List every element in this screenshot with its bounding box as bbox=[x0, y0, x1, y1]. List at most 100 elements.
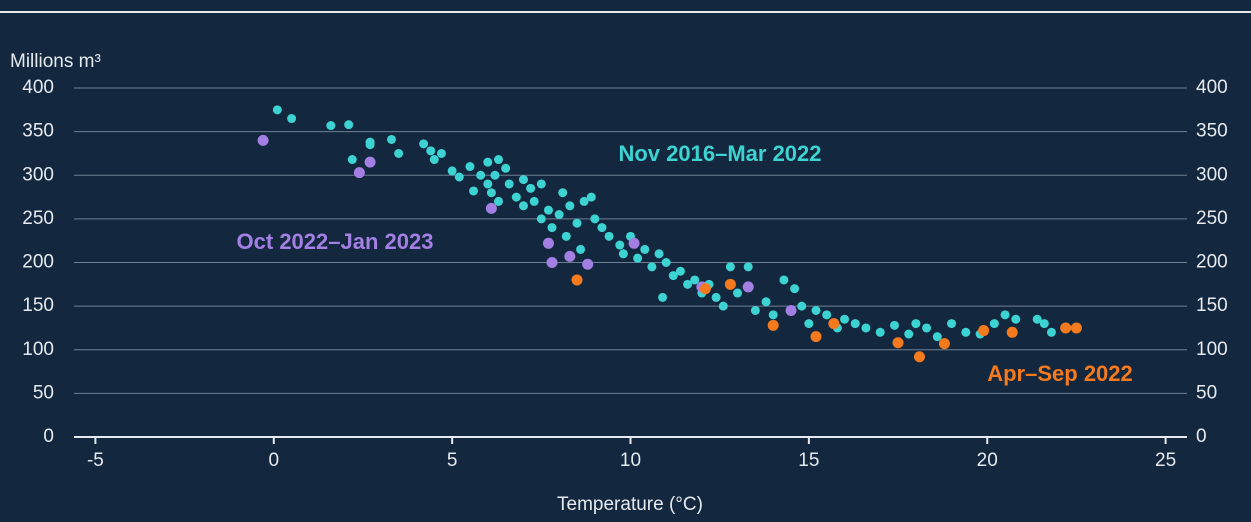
point bbox=[1011, 314, 1021, 324]
point bbox=[353, 167, 365, 179]
point bbox=[494, 155, 504, 165]
x-tick-label: 10 bbox=[620, 450, 641, 471]
point bbox=[690, 275, 700, 285]
point bbox=[257, 134, 269, 146]
point bbox=[892, 337, 904, 349]
point bbox=[394, 148, 404, 158]
y-tick-label: 100 bbox=[22, 339, 54, 360]
point bbox=[1060, 322, 1072, 334]
point bbox=[576, 244, 586, 254]
point bbox=[1039, 319, 1049, 329]
point bbox=[850, 319, 860, 329]
point bbox=[750, 305, 760, 315]
point bbox=[543, 205, 553, 215]
point bbox=[572, 218, 582, 228]
x-tick-label: 5 bbox=[447, 450, 458, 471]
point bbox=[633, 253, 643, 263]
y2-tick-label: 250 bbox=[1196, 208, 1228, 229]
point bbox=[554, 210, 564, 220]
point bbox=[675, 266, 685, 276]
point bbox=[779, 275, 789, 285]
point bbox=[904, 329, 914, 339]
point bbox=[828, 318, 840, 330]
y2-tick-label: 200 bbox=[1196, 252, 1228, 273]
point bbox=[476, 170, 486, 180]
point bbox=[932, 332, 942, 342]
point bbox=[961, 327, 971, 337]
point bbox=[1006, 326, 1018, 338]
point bbox=[504, 179, 514, 189]
y-tick-label: 150 bbox=[22, 295, 54, 316]
point bbox=[579, 196, 589, 206]
point bbox=[490, 170, 500, 180]
point bbox=[761, 297, 771, 307]
series-label: Oct 2022–Jan 2023 bbox=[237, 229, 434, 254]
point bbox=[718, 301, 728, 311]
point bbox=[486, 188, 496, 198]
point bbox=[725, 262, 735, 272]
point bbox=[597, 223, 607, 233]
y-axis-title: Millions m³ bbox=[10, 51, 101, 72]
point bbox=[989, 319, 999, 329]
point bbox=[647, 262, 657, 272]
y-tick-label: 200 bbox=[22, 252, 54, 273]
point bbox=[571, 274, 583, 286]
point bbox=[590, 214, 600, 224]
point bbox=[386, 134, 396, 144]
point bbox=[767, 319, 779, 331]
point bbox=[733, 288, 743, 298]
point bbox=[436, 148, 446, 158]
point bbox=[947, 319, 957, 329]
point bbox=[511, 192, 521, 202]
point bbox=[501, 163, 511, 173]
point bbox=[618, 249, 628, 259]
x-tick-label: 25 bbox=[1155, 450, 1176, 471]
y-tick-label: 300 bbox=[22, 164, 54, 185]
point bbox=[699, 283, 711, 295]
point bbox=[494, 196, 504, 206]
point bbox=[429, 155, 439, 165]
point bbox=[536, 214, 546, 224]
point bbox=[558, 188, 568, 198]
point bbox=[485, 202, 497, 214]
point bbox=[861, 323, 871, 333]
point bbox=[586, 192, 596, 202]
point bbox=[889, 320, 899, 330]
y-tick-label: 50 bbox=[33, 382, 54, 403]
point bbox=[347, 155, 357, 165]
point bbox=[344, 120, 354, 130]
y2-tick-label: 400 bbox=[1196, 77, 1228, 98]
point bbox=[804, 319, 814, 329]
point bbox=[483, 157, 493, 167]
point bbox=[822, 310, 832, 320]
x-tick-label: 15 bbox=[798, 450, 819, 471]
point bbox=[564, 250, 576, 262]
point bbox=[785, 304, 797, 316]
y2-tick-label: 350 bbox=[1196, 121, 1228, 142]
y-tick-label: 350 bbox=[22, 121, 54, 142]
point bbox=[661, 258, 671, 267]
series-label: Apr–Sep 2022 bbox=[987, 361, 1133, 386]
point bbox=[546, 257, 558, 268]
point bbox=[743, 262, 753, 272]
point bbox=[526, 183, 536, 193]
point bbox=[668, 271, 678, 281]
point bbox=[797, 301, 807, 311]
point bbox=[724, 278, 736, 290]
point bbox=[561, 231, 571, 241]
y-tick-label: 0 bbox=[43, 426, 54, 447]
point bbox=[469, 186, 479, 196]
y2-tick-label: 150 bbox=[1196, 295, 1228, 316]
y2-tick-label: 300 bbox=[1196, 164, 1228, 185]
series-label: Nov 2016–Mar 2022 bbox=[618, 141, 821, 166]
point bbox=[529, 196, 539, 206]
point bbox=[911, 319, 921, 329]
point bbox=[326, 121, 336, 131]
y2-tick-label: 100 bbox=[1196, 339, 1228, 360]
point bbox=[483, 179, 493, 189]
point bbox=[1032, 314, 1042, 324]
point bbox=[287, 114, 297, 124]
point bbox=[683, 279, 693, 289]
